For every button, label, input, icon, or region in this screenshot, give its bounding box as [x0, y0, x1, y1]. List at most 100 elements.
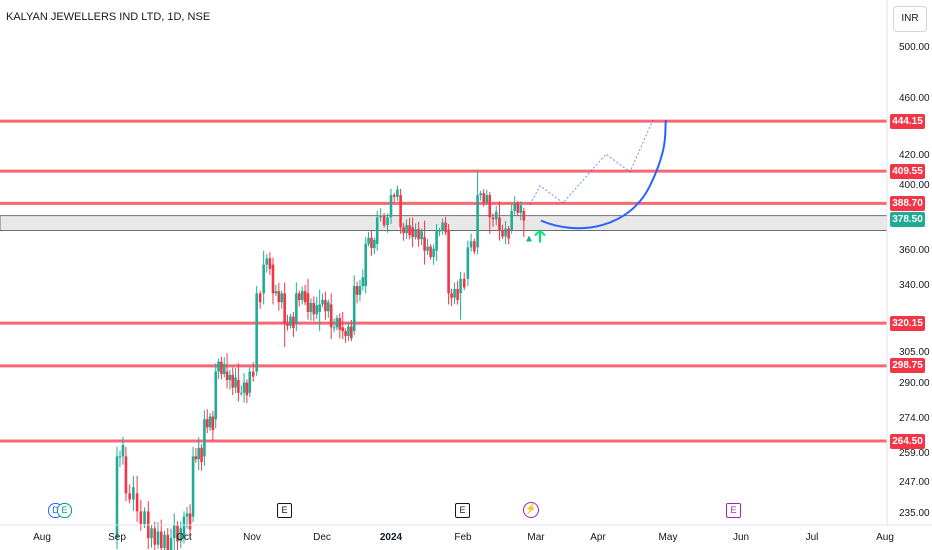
arrow-up-icon[interactable] [534, 229, 546, 243]
candle[interactable] [392, 192, 396, 203]
candle[interactable] [519, 201, 523, 221]
candle[interactable] [318, 289, 321, 332]
candle[interactable] [191, 446, 195, 522]
candle[interactable] [386, 213, 389, 233]
earnings-icon[interactable]: E [455, 503, 470, 518]
candle[interactable] [297, 290, 301, 307]
candle[interactable] [135, 475, 139, 522]
projection-curve[interactable] [540, 119, 667, 230]
candle[interactable] [121, 436, 125, 465]
candle[interactable] [163, 530, 166, 550]
candle[interactable] [488, 191, 492, 234]
candle[interactable] [248, 367, 252, 398]
candle[interactable] [295, 282, 298, 332]
candle[interactable] [251, 362, 255, 382]
candle[interactable] [150, 524, 153, 548]
candle[interactable] [200, 444, 203, 471]
candle[interactable] [159, 519, 163, 550]
candle[interactable] [355, 281, 359, 304]
candle[interactable] [516, 200, 520, 216]
candle[interactable] [203, 410, 206, 467]
candle[interactable] [321, 293, 324, 308]
candle[interactable] [438, 228, 441, 237]
candle[interactable] [231, 367, 235, 396]
candle[interactable] [172, 513, 176, 550]
candle[interactable] [361, 269, 365, 291]
candle[interactable] [292, 311, 295, 337]
candle[interactable] [166, 528, 170, 550]
candle[interactable] [289, 313, 292, 329]
candle[interactable] [473, 238, 476, 255]
candle[interactable] [115, 446, 119, 550]
candle[interactable] [268, 252, 272, 276]
candle[interactable] [205, 409, 209, 434]
candle[interactable] [188, 504, 192, 539]
currency-button[interactable]: INR [893, 6, 927, 32]
candle[interactable] [124, 446, 128, 502]
candle[interactable] [504, 221, 507, 245]
candle[interactable] [139, 499, 143, 531]
candle[interactable] [444, 216, 447, 236]
candle[interactable] [507, 226, 510, 245]
candle[interactable] [225, 353, 229, 389]
candle[interactable] [245, 379, 249, 404]
candle[interactable] [280, 290, 284, 309]
candle[interactable] [128, 484, 131, 504]
candle[interactable] [501, 224, 504, 240]
candle[interactable] [208, 413, 212, 431]
candle[interactable] [271, 257, 275, 305]
candle[interactable] [265, 254, 269, 273]
candle[interactable] [522, 207, 526, 238]
candle[interactable] [420, 228, 423, 246]
candle[interactable] [414, 223, 417, 240]
candle[interactable] [456, 280, 459, 305]
candle[interactable] [482, 189, 485, 207]
candle[interactable] [373, 237, 376, 255]
candle[interactable] [327, 299, 330, 318]
candle[interactable] [417, 221, 420, 247]
candle[interactable] [153, 521, 157, 550]
candle[interactable] [242, 373, 246, 403]
candle[interactable] [435, 223, 438, 262]
candle[interactable] [335, 315, 339, 331]
candle[interactable] [379, 208, 382, 222]
candle[interactable] [300, 286, 304, 305]
candle[interactable] [234, 368, 237, 393]
candle[interactable] [432, 244, 435, 265]
candle[interactable] [309, 298, 313, 321]
projection-path[interactable] [529, 119, 654, 205]
candle[interactable] [367, 232, 370, 247]
candle[interactable] [399, 188, 402, 234]
candle[interactable] [405, 219, 408, 240]
candle[interactable] [132, 476, 135, 512]
candle[interactable] [258, 290, 262, 309]
earnings-icon[interactable]: E [277, 503, 292, 518]
candle[interactable] [286, 314, 289, 331]
candle[interactable] [510, 204, 513, 234]
candle[interactable] [429, 244, 432, 260]
candle[interactable] [411, 217, 414, 248]
candle[interactable] [179, 521, 183, 549]
candle[interactable] [255, 286, 258, 376]
candle[interactable] [491, 213, 495, 227]
candle[interactable] [211, 410, 215, 441]
candle[interactable] [214, 363, 218, 429]
candle[interactable] [329, 293, 333, 340]
candle[interactable] [176, 521, 179, 550]
candle[interactable] [169, 528, 173, 550]
candle[interactable] [441, 218, 444, 235]
earnings-icon[interactable]: E [726, 503, 741, 518]
candle[interactable] [364, 237, 367, 294]
candle[interactable] [262, 250, 265, 305]
candle[interactable] [217, 358, 220, 379]
candle[interactable] [352, 275, 356, 336]
earnings-icon[interactable]: E [57, 503, 72, 518]
candle[interactable] [396, 185, 399, 201]
candle[interactable] [358, 279, 362, 302]
candle[interactable] [239, 385, 243, 397]
candle[interactable] [408, 217, 411, 240]
candle[interactable] [347, 321, 350, 341]
candle[interactable] [156, 522, 160, 549]
candle[interactable] [476, 170, 479, 255]
candle[interactable] [197, 437, 201, 471]
